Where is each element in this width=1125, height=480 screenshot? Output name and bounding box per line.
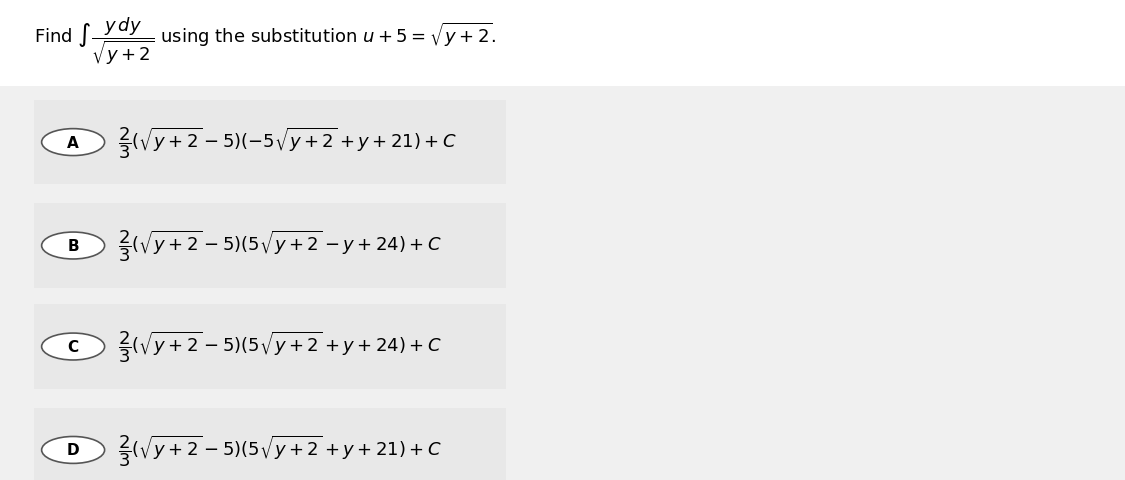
- FancyBboxPatch shape: [34, 101, 506, 185]
- Text: $\dfrac{2}{3}(\sqrt{y+2}-5)(5\sqrt{y+2}-y+24)+C$: $\dfrac{2}{3}(\sqrt{y+2}-5)(5\sqrt{y+2}-…: [118, 228, 442, 264]
- Text: Find $\int \dfrac{y\,dy}{\sqrt{y+2}}$ using the substitution $u+5=\sqrt{y+2}$.: Find $\int \dfrac{y\,dy}{\sqrt{y+2}}$ us…: [34, 15, 496, 67]
- Text: C: C: [68, 339, 79, 354]
- Circle shape: [42, 437, 105, 464]
- Circle shape: [42, 233, 105, 260]
- Text: B: B: [68, 239, 79, 253]
- Text: D: D: [66, 443, 80, 457]
- FancyBboxPatch shape: [34, 305, 506, 389]
- Text: $\dfrac{2}{3}(\sqrt{y+2}-5)(-5\sqrt{y+2}+y+21)+C$: $\dfrac{2}{3}(\sqrt{y+2}-5)(-5\sqrt{y+2}…: [118, 125, 457, 161]
- FancyBboxPatch shape: [34, 408, 506, 480]
- Text: A: A: [68, 135, 79, 150]
- FancyBboxPatch shape: [34, 204, 506, 288]
- Text: $\dfrac{2}{3}(\sqrt{y+2}-5)(5\sqrt{y+2}+y+24)+C$: $\dfrac{2}{3}(\sqrt{y+2}-5)(5\sqrt{y+2}+…: [118, 329, 442, 365]
- Text: $\dfrac{2}{3}(\sqrt{y+2}-5)(5\sqrt{y+2}+y+21)+C$: $\dfrac{2}{3}(\sqrt{y+2}-5)(5\sqrt{y+2}+…: [118, 432, 442, 468]
- FancyBboxPatch shape: [0, 0, 1125, 86]
- Circle shape: [42, 129, 105, 156]
- Circle shape: [42, 334, 105, 360]
